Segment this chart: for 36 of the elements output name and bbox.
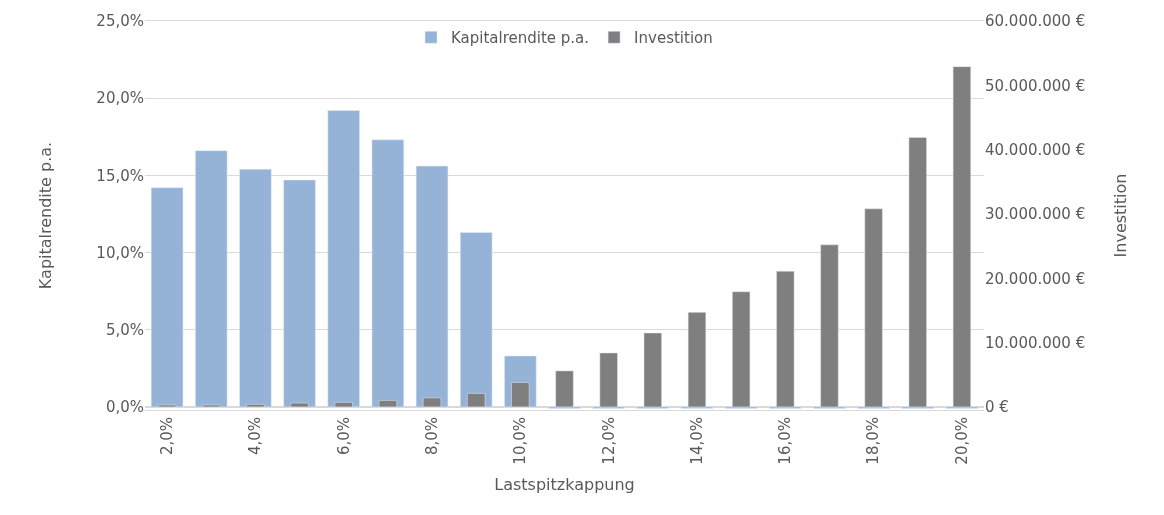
y-tick-label: 20,0% [96, 89, 144, 108]
y2-tick-label: 10.000.000 € [985, 333, 1086, 352]
bar [239, 168, 272, 408]
x-tick-label: 8,0% [422, 417, 441, 456]
x-tick-label: 12,0% [599, 417, 618, 465]
bar [327, 110, 360, 408]
x-tick-label: 6,0% [334, 417, 353, 456]
y-tick-label: 5,0% [105, 320, 144, 339]
legend-label: Kapitalrendite p.a. [451, 29, 590, 48]
y-tick-label: 15,0% [96, 166, 144, 185]
x-tick-label: 14,0% [687, 417, 706, 465]
y2-tick-label: 60.000.000 € [985, 12, 1086, 31]
legend-label: Investition [634, 29, 713, 48]
bar [150, 187, 184, 408]
x-tick-label: 10,0% [511, 417, 530, 465]
x-tick-label: 18,0% [864, 417, 883, 465]
bar [371, 139, 405, 408]
y-tick-label: 0,0% [105, 398, 144, 417]
bar [460, 232, 493, 408]
bar [195, 150, 228, 408]
x-axis-title: Lastspitzkappung [494, 475, 635, 495]
y2-tick-label: 30.000.000 € [985, 205, 1086, 224]
y2-axis-title: Investition [1110, 173, 1130, 258]
y-tick-label: 10,0% [96, 243, 144, 262]
bar [415, 165, 449, 408]
y2-tick-label: 40.000.000 € [985, 140, 1086, 159]
x-tick-label: 2,0% [157, 417, 176, 456]
y-axis-title: Kapitalrendite p.a. [36, 141, 56, 290]
y2-tick-label: 50.000.000 € [985, 76, 1086, 95]
x-tick-label: 16,0% [776, 417, 795, 465]
bar [283, 179, 316, 408]
x-tick-label: 4,0% [246, 417, 265, 456]
y-tick-label: 25,0% [96, 12, 144, 31]
x-tick-label: 20,0% [952, 417, 971, 465]
y2-tick-label: 20.000.000 € [985, 269, 1086, 288]
y2-tick-label: 0 € [985, 398, 1009, 417]
